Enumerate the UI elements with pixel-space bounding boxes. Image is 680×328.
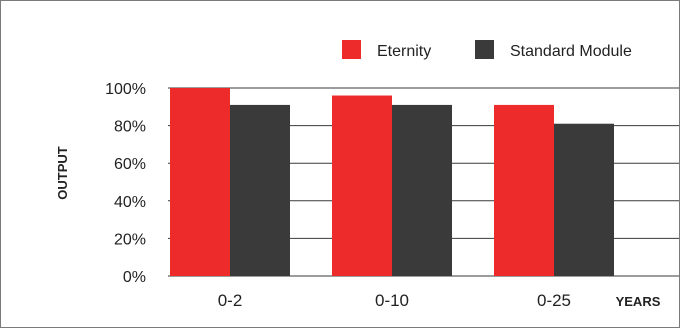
y-axis-title: OUTPUT — [55, 146, 70, 200]
x-axis-title: YEARS — [616, 294, 661, 309]
legend-label: Standard Module — [510, 43, 632, 60]
y-tick-labels: 0% 20% 40% 60% 80% 100% — [105, 81, 146, 286]
bars — [170, 88, 614, 277]
y-tick-label: 80% — [114, 119, 146, 136]
bar-standard-module-0-10 — [392, 104, 452, 276]
bar-standard-module-0-2 — [230, 104, 290, 276]
bar-eternity-0-10 — [332, 95, 392, 277]
bar-eternity-0-2 — [170, 88, 230, 276]
legend-swatch — [475, 40, 494, 59]
y-tick-label: 60% — [114, 156, 146, 173]
y-tick-label: 20% — [114, 231, 146, 248]
legend-label: Eternity — [377, 43, 431, 60]
legend: Eternity Standard Module — [342, 40, 632, 60]
x-tick-label: 0-2 — [218, 291, 243, 310]
y-tick-label: 100% — [105, 81, 146, 98]
x-tick-label: 0-10 — [375, 291, 409, 310]
x-tick-label: 0-25 — [537, 291, 571, 310]
x-tick-labels: 0-2 0-10 0-25 — [218, 291, 571, 310]
legend-swatch — [342, 40, 361, 59]
bar-standard-module-0-25 — [554, 123, 614, 276]
y-tick-label: 40% — [114, 194, 146, 211]
bar-eternity-0-25 — [494, 104, 554, 276]
y-tick-label: 0% — [123, 269, 146, 286]
